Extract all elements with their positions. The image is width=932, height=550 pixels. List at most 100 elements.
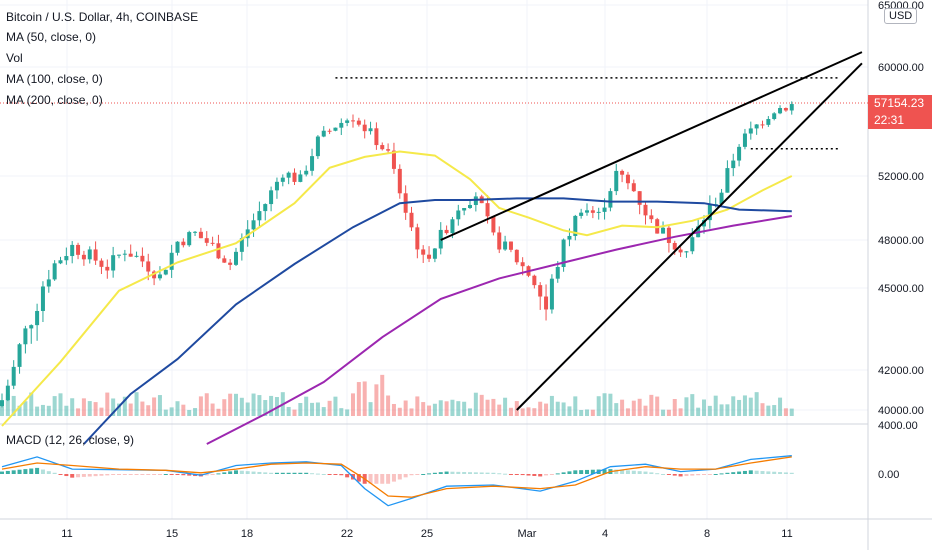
volume-bar xyxy=(23,401,28,416)
candle-body xyxy=(216,243,221,259)
candle-body xyxy=(374,128,379,146)
macd-hist-bar xyxy=(40,469,45,474)
macd-hist-bar xyxy=(0,471,4,474)
volume-bar xyxy=(345,409,350,416)
macd-hist-bar xyxy=(508,474,513,475)
legend-ma200[interactable]: MA (200, close, 0) xyxy=(6,93,103,107)
volume-bar xyxy=(690,394,695,416)
volume-bar xyxy=(11,395,16,416)
macd-hist-bar xyxy=(561,472,566,474)
candle-body xyxy=(386,149,391,151)
volume-bar xyxy=(315,402,320,416)
volume-bar xyxy=(649,394,654,416)
candle-body xyxy=(228,262,233,265)
volume-bar xyxy=(702,399,706,416)
candle-body xyxy=(146,261,151,272)
candle-body xyxy=(625,174,630,184)
volume-bar xyxy=(415,396,420,416)
volume-bar xyxy=(432,403,437,416)
legend-ma100[interactable]: MA (100, close, 0) xyxy=(6,72,103,86)
candle-body xyxy=(421,249,426,255)
candle-body xyxy=(356,120,361,125)
macd-hist-bar xyxy=(544,474,549,476)
trendline xyxy=(516,62,863,411)
candle-body xyxy=(391,150,396,169)
macd-hist-bar xyxy=(585,469,589,474)
volume-bar xyxy=(491,398,496,416)
legend-vol[interactable]: Vol xyxy=(6,51,23,65)
volume-bar xyxy=(631,400,636,416)
candle-body xyxy=(368,128,373,132)
macd-hist-bar xyxy=(503,473,508,475)
macd-hist-bar xyxy=(403,474,408,478)
macd-hist-bar xyxy=(87,474,92,477)
legend-ma50[interactable]: MA (50, close, 0) xyxy=(6,30,97,44)
candle-body xyxy=(198,231,203,239)
volume-bar xyxy=(181,404,186,416)
macd-hist-bar xyxy=(105,474,110,476)
volume-bar xyxy=(661,409,666,416)
macd-hist-bar xyxy=(666,474,671,475)
date-tick-label: 4 xyxy=(602,528,608,540)
candle-body xyxy=(573,215,578,236)
drawings[interactable] xyxy=(335,51,863,411)
volume-bar xyxy=(760,403,765,416)
macd-hist-bar xyxy=(169,474,174,475)
price-axis[interactable]: 65000.0060000.0052000.0048000.0045000.00… xyxy=(878,0,924,417)
candle-body xyxy=(64,256,69,261)
macd-hist-bar xyxy=(245,471,250,474)
date-axis[interactable]: 11 15 18 22 25 Mar 4 8 11 xyxy=(61,528,792,540)
volume-bar xyxy=(204,393,209,416)
candle-body xyxy=(549,278,554,310)
volume-bar xyxy=(748,397,753,416)
macd-hist-bar xyxy=(374,474,379,484)
volume-bar xyxy=(585,409,589,416)
candle-body xyxy=(497,232,502,250)
candle-body xyxy=(672,242,677,250)
volume-bar xyxy=(462,401,467,416)
currency-button[interactable]: USD xyxy=(884,8,918,24)
volume-bar xyxy=(134,392,139,416)
volume-bar xyxy=(766,405,771,416)
candle-body xyxy=(105,266,110,271)
volume-bar xyxy=(169,407,174,416)
volume-bar xyxy=(526,407,531,416)
volume-bar xyxy=(81,398,86,416)
macd-hist-bar xyxy=(579,470,584,474)
macd-hist-bar xyxy=(356,474,361,482)
macd-hist-bar xyxy=(280,472,285,474)
candle-body xyxy=(432,248,437,259)
macd-hist-bar xyxy=(783,472,788,474)
candle-body xyxy=(187,232,192,246)
macd-hist-bar xyxy=(111,474,116,475)
volume-bar xyxy=(117,403,121,416)
price-tick-label: 48000.00 xyxy=(878,235,924,247)
candle-body xyxy=(310,156,315,171)
candle-body xyxy=(339,122,344,128)
candle-body xyxy=(456,210,461,220)
macd-hist-bar xyxy=(122,474,127,475)
volume-bar xyxy=(310,402,315,416)
volume-bar xyxy=(713,395,718,416)
macd-hist-bar xyxy=(713,474,718,475)
volume-bar xyxy=(64,405,69,416)
volume-bar xyxy=(778,397,783,416)
candle-body xyxy=(760,124,765,126)
candle-body xyxy=(163,269,168,275)
macd-hist-bar xyxy=(555,473,560,475)
macd-hist-bar xyxy=(737,471,742,474)
candle-body xyxy=(280,177,285,182)
macd-hist-bar xyxy=(269,472,274,474)
macd-hist-bar xyxy=(520,474,525,476)
macd-hist-bar xyxy=(81,474,86,477)
volume-bar xyxy=(508,407,513,416)
candle-body xyxy=(134,255,139,257)
date-tick-label: 22 xyxy=(341,528,353,540)
volume-bar xyxy=(731,396,736,416)
volume-bar xyxy=(391,403,396,416)
volume-bar xyxy=(789,408,794,416)
volume-bar xyxy=(620,399,625,416)
legend-macd[interactable]: MACD (12, 26, close, 9) xyxy=(6,433,135,447)
macd-hist-bar xyxy=(286,472,291,474)
